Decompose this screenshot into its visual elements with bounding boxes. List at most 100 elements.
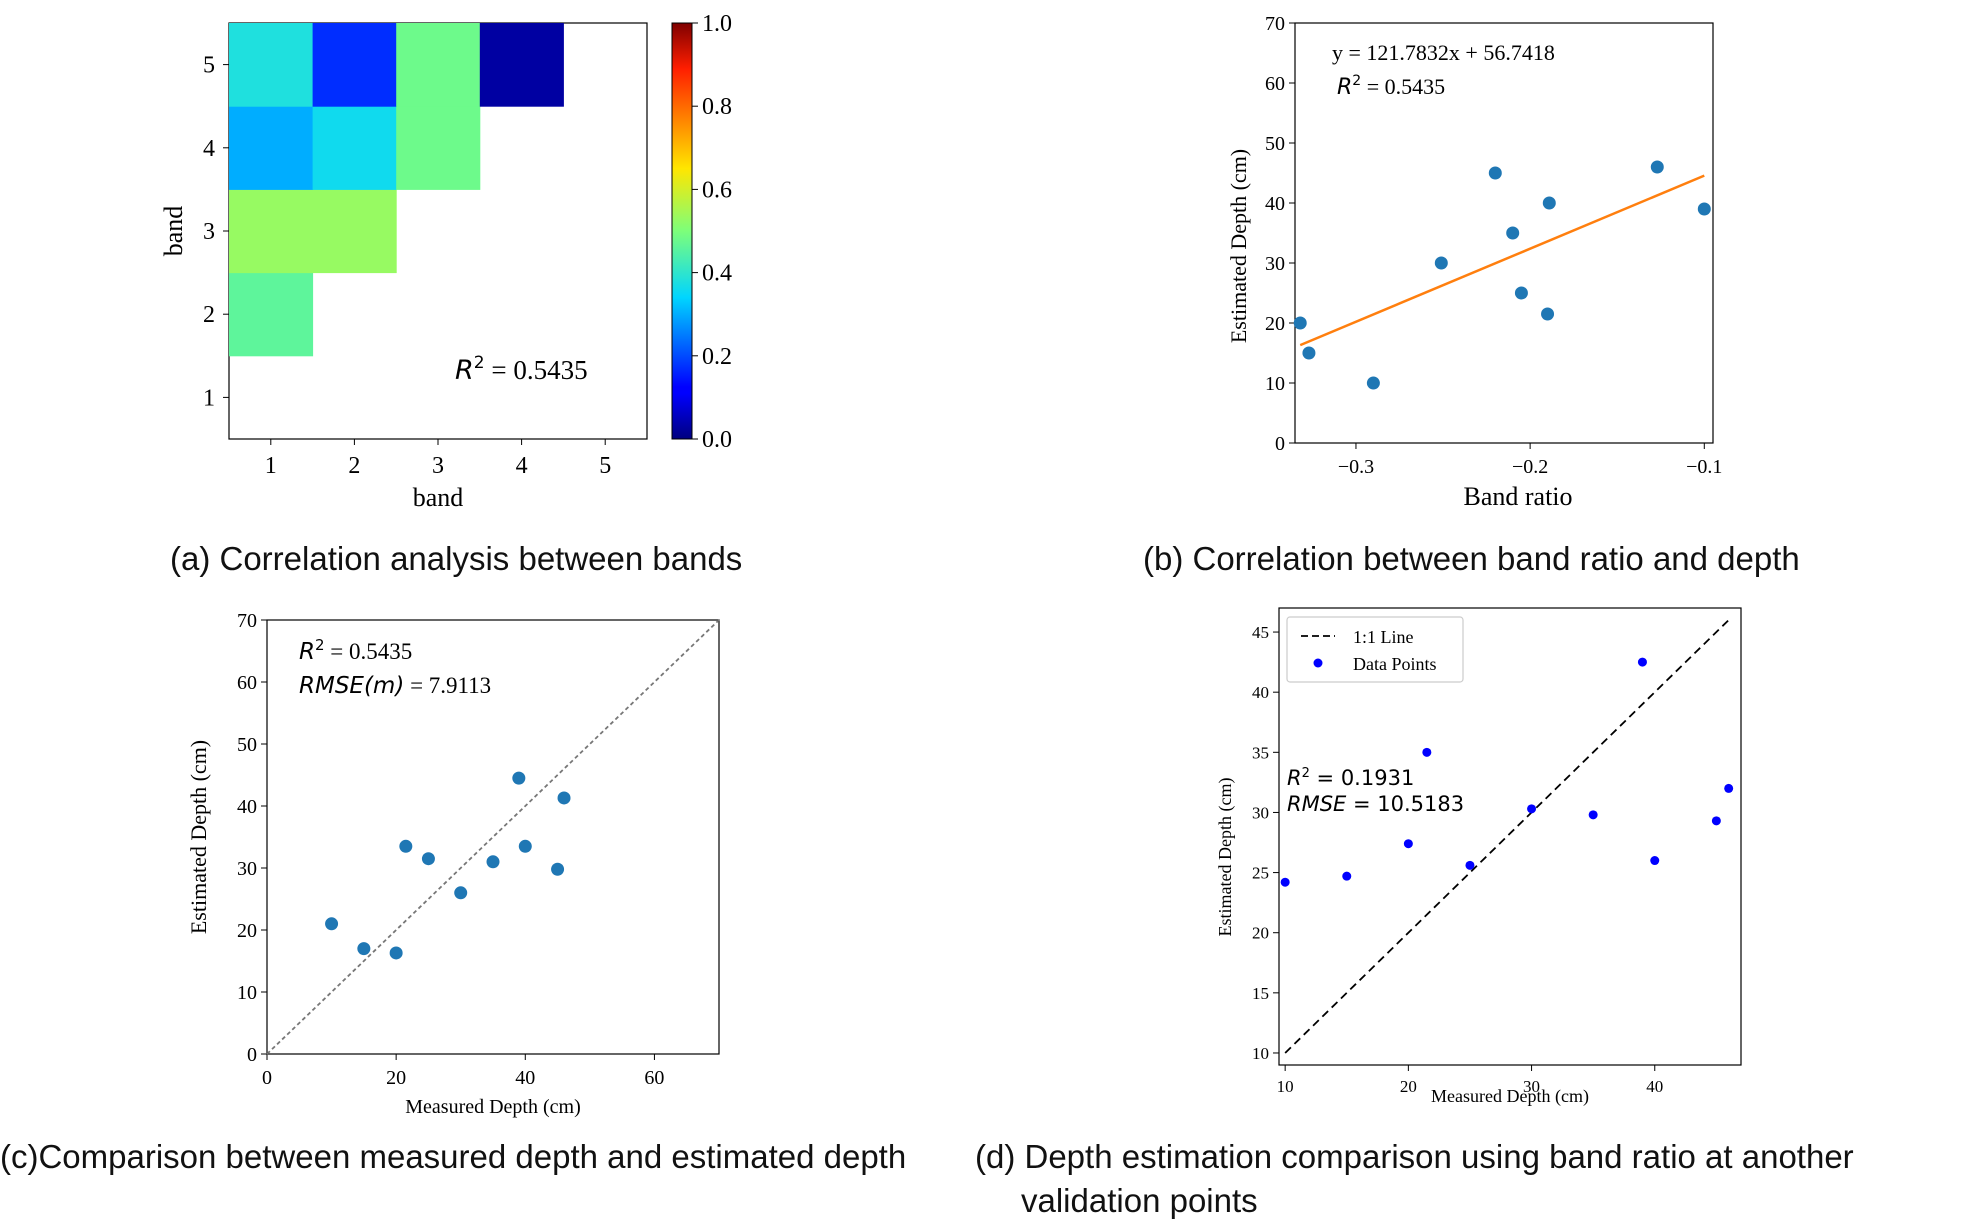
colorbar-tick-label: 0.2 bbox=[702, 344, 732, 370]
data-point bbox=[357, 942, 371, 956]
band-ratio-plot-frame bbox=[1294, 22, 1714, 444]
band-ratio-scatter-chart: 0 10 20 30 40 50 60 70 −0.3 −0.2 −0.1 y = 121.783… bbox=[1226, 13, 1722, 511]
heatmap-cell bbox=[312, 189, 397, 274]
ytick-label: 40 bbox=[1252, 683, 1269, 702]
data-point bbox=[1302, 346, 1316, 360]
data-point bbox=[1650, 160, 1664, 174]
rmse-value: = 7.9113 bbox=[404, 673, 491, 698]
validation-rmse-label: RMSE bbox=[1287, 792, 1347, 816]
ytick-label: 30 bbox=[1252, 803, 1269, 822]
regression-line bbox=[1299, 174, 1705, 347]
data-point bbox=[1506, 226, 1520, 240]
ytick-label: 0 bbox=[247, 1044, 257, 1066]
data-point bbox=[1488, 166, 1502, 180]
data-point bbox=[1280, 877, 1290, 887]
ytick-label: 60 bbox=[1265, 73, 1285, 95]
data-point bbox=[1588, 810, 1598, 820]
data-point bbox=[389, 946, 403, 960]
legend-point-swatch bbox=[1313, 658, 1323, 668]
validation-chart: 10 15 20 25 30 35 40 45 10 20 30 40 1:1 Line Data … bbox=[1215, 607, 1742, 1107]
heatmap-xlabel: band bbox=[413, 483, 464, 512]
heatmap-r2-label: R bbox=[455, 355, 474, 386]
measured-vs-estimated-xlabel: Measured Depth (cm) bbox=[405, 1096, 581, 1118]
xtick-label: 0 bbox=[262, 1067, 272, 1089]
data-point bbox=[1403, 839, 1413, 849]
ytick-label: 25 bbox=[1252, 864, 1269, 883]
heatmap-cell bbox=[312, 23, 397, 107]
ytick-label: 50 bbox=[1265, 133, 1285, 155]
ytick-label: 45 bbox=[1252, 623, 1269, 642]
heatmap-cell bbox=[479, 23, 564, 107]
data-point bbox=[1366, 376, 1380, 390]
validation-r2-value: = 0.1931 bbox=[1310, 766, 1414, 790]
data-point bbox=[1542, 196, 1556, 210]
xtick-label: 20 bbox=[386, 1067, 406, 1089]
ytick-label: 20 bbox=[237, 920, 257, 942]
caption-b: (b) Correlation between band ratio and d… bbox=[1143, 540, 1800, 577]
legend: 1:1 Line Data Points bbox=[1286, 616, 1464, 683]
ytick-label: 40 bbox=[237, 796, 257, 818]
ytick-label: 30 bbox=[1265, 253, 1285, 275]
ytick-label: 20 bbox=[1252, 924, 1269, 943]
data-point bbox=[1342, 871, 1352, 881]
data-point bbox=[518, 839, 532, 853]
band-ratio-ylabel: Estimated Depth (cm) bbox=[1226, 149, 1251, 343]
xtick-label: 40 bbox=[1646, 1077, 1663, 1096]
data-point bbox=[1637, 657, 1647, 667]
data-point bbox=[551, 862, 565, 876]
data-point bbox=[1422, 747, 1432, 757]
validation-r2-label: R bbox=[1287, 766, 1302, 790]
colorbar-tick-label: 0.8 bbox=[702, 94, 732, 120]
data-point bbox=[325, 917, 339, 931]
ytick-label: 10 bbox=[1252, 1044, 1269, 1063]
heatmap-xtick-label: 4 bbox=[516, 453, 528, 479]
heatmap-xtick-label: 5 bbox=[599, 453, 611, 479]
heatmap-cell bbox=[396, 23, 481, 107]
measured-vs-estimated-r2-label: R bbox=[299, 639, 315, 665]
measured-vs-estimated-ylabel: Estimated Depth (cm) bbox=[186, 740, 211, 934]
heatmap-ylabel: band bbox=[159, 206, 188, 257]
ytick-label: 70 bbox=[1265, 13, 1285, 35]
ytick-label: 10 bbox=[1265, 373, 1285, 395]
colorbar-tick-label: 0.6 bbox=[702, 177, 732, 203]
band-ratio-xlabel: Band ratio bbox=[1463, 482, 1572, 511]
data-point bbox=[1514, 286, 1528, 300]
rmse-annotation: RMSE(m) = 7.9113 bbox=[299, 673, 491, 699]
ytick-label: 20 bbox=[1265, 313, 1285, 335]
xtick-label: −0.3 bbox=[1338, 456, 1374, 478]
measured-vs-estimated-plot-frame bbox=[266, 619, 720, 1055]
heatmap-ytick-label: 5 bbox=[203, 53, 215, 79]
measured-vs-estimated-r2-value: = 0.5435 bbox=[325, 639, 413, 664]
heatmap-cell bbox=[396, 106, 481, 190]
data-point bbox=[1650, 856, 1660, 866]
data-point bbox=[454, 886, 468, 900]
heatmap-cell bbox=[229, 272, 314, 357]
heatmap-ytick-label: 3 bbox=[203, 219, 215, 245]
band-ratio-r2-label: R bbox=[1337, 75, 1352, 100]
ytick-label: 40 bbox=[1265, 193, 1285, 215]
legend-item-identity: 1:1 Line bbox=[1353, 627, 1414, 647]
data-point bbox=[1465, 860, 1475, 870]
ytick-label: 50 bbox=[237, 734, 257, 756]
colorbar-tick-label: 1.0 bbox=[702, 11, 732, 37]
caption-c: (c)Comparison between measured depth and… bbox=[0, 1138, 907, 1175]
xtick-label: −0.1 bbox=[1686, 456, 1722, 478]
heatmap-ytick-label: 1 bbox=[203, 385, 215, 411]
validation-rmse-value: = 10.5183 bbox=[1346, 792, 1464, 816]
measured-vs-estimated-chart: 0 10 20 30 40 50 60 70 0 20 40 60 R2 = 0.5435 RMSE… bbox=[186, 610, 720, 1118]
heatmap-ytick-label: 2 bbox=[203, 302, 215, 328]
heatmap-xtick-label: 1 bbox=[265, 453, 277, 479]
heatmap-xtick-label: 3 bbox=[432, 453, 444, 479]
xtick-label: 30 bbox=[1523, 1077, 1540, 1096]
heatmap-r2-value: = 0.5435 bbox=[485, 355, 588, 385]
data-point bbox=[486, 855, 500, 869]
data-point bbox=[1541, 307, 1555, 321]
heatmap-cell bbox=[229, 23, 314, 107]
data-point bbox=[1527, 804, 1537, 814]
data-point bbox=[557, 791, 571, 805]
heatmap-chart: 1 2 3 4 5 1 2 3 4 5 band band R2 = 0.5435 0.0 0.2… bbox=[159, 11, 732, 512]
heatmap-ytick-label: 4 bbox=[203, 136, 215, 162]
data-point bbox=[1293, 316, 1307, 330]
data-point bbox=[1711, 816, 1721, 826]
band-ratio-r2-annotation: R2 = 0.5435 bbox=[1337, 73, 1445, 100]
